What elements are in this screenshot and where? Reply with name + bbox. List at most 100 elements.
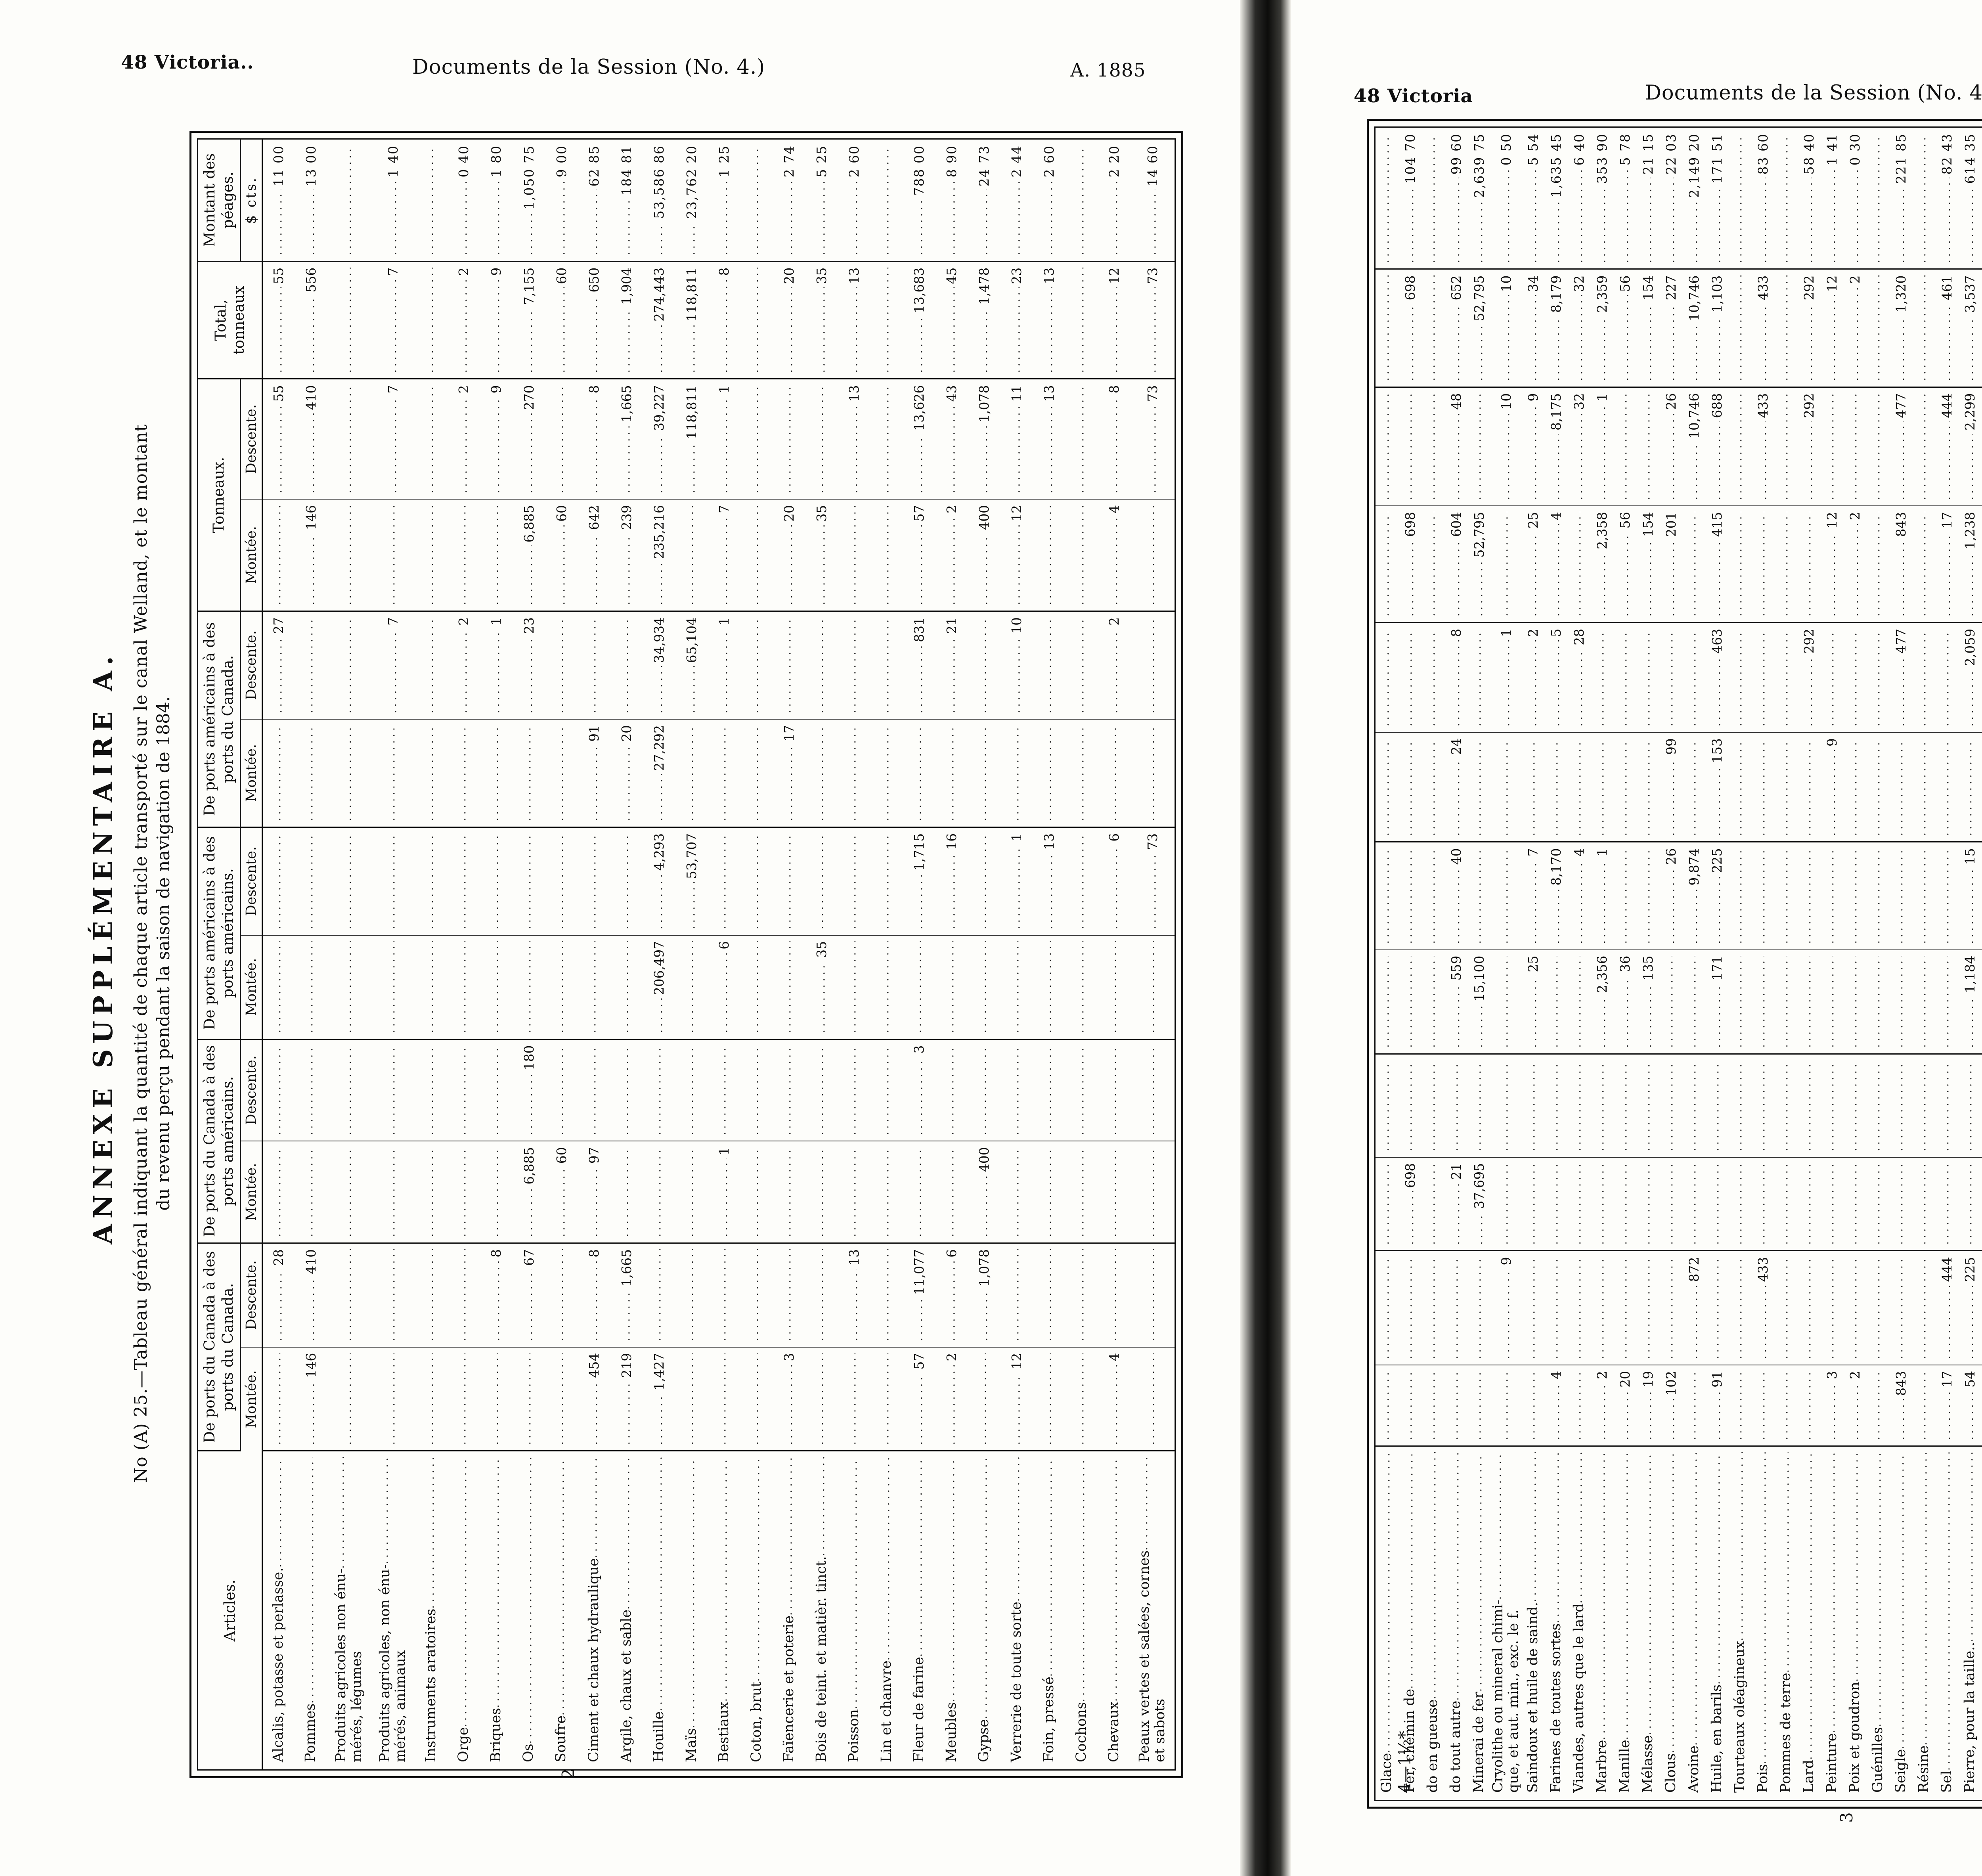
leader-dots [781, 1249, 793, 1341]
article-name: Cryolithe ou mineral chimi- que, et aut.… [1490, 1599, 1522, 1793]
leader-dots [1471, 1060, 1483, 1151]
value-cell [805, 719, 838, 827]
leader-dots [424, 505, 436, 605]
value-cell [480, 1141, 513, 1243]
value-cell: 35 [805, 261, 838, 379]
leader-dots [1847, 629, 1859, 726]
cell-value: 11 00 [271, 145, 287, 187]
cell-value: 32 [1571, 393, 1587, 410]
cell-value: 154 [1640, 275, 1656, 301]
table-row: Argile, chaux et sable2191,665202391,665… [610, 140, 643, 1769]
col-aa-descente: Descente. [240, 827, 262, 935]
value-cell [1000, 719, 1033, 827]
leader-dots [1778, 1371, 1790, 1440]
leader-dots [1733, 1452, 1745, 1641]
cell-value: 2,356 [1594, 955, 1610, 994]
leader-dots [1525, 738, 1537, 836]
leader-dots [620, 308, 632, 373]
leader-dots [1711, 876, 1723, 944]
value-cell [1935, 1157, 1959, 1251]
leader-dots [1550, 640, 1562, 726]
cell-value: 10 [1498, 393, 1514, 410]
value-cell [1544, 1054, 1568, 1157]
value-cell [1912, 1157, 1936, 1251]
value-cell: 2 [1098, 611, 1131, 719]
value-cell: 54 [1958, 1365, 1982, 1446]
leader-dots [1042, 1045, 1054, 1135]
leader-dots [1665, 178, 1677, 263]
value-cell [371, 1243, 415, 1347]
value-cell [1912, 506, 1936, 623]
value-cell: 1,665 [610, 1243, 643, 1347]
leader-dots [749, 1353, 761, 1445]
leader-dots [749, 145, 761, 255]
leader-dots [912, 725, 924, 821]
value-cell [1421, 1250, 1444, 1365]
article-cell: Coton, brut [740, 1451, 773, 1769]
value-cell [838, 935, 870, 1039]
value-cell [1728, 622, 1752, 733]
value-cell [805, 827, 838, 935]
leader-dots [1527, 295, 1539, 381]
leader-dots [1732, 1257, 1744, 1359]
value-cell [1444, 1250, 1467, 1365]
value-cell [1421, 732, 1444, 842]
cell-value: 54 [1962, 1371, 1978, 1388]
value-cell [870, 611, 903, 719]
value-cell [1705, 1250, 1729, 1365]
table-row: Huile, en barils911712251534634156881,10… [1705, 128, 1729, 1800]
leader-dots [523, 546, 535, 605]
leader-dots [749, 1147, 761, 1237]
cell-value: 6 40 [1571, 133, 1587, 166]
cell-value: 1,665 [618, 1249, 634, 1287]
table-frame-page1: Articles. De ports du Canada à des ports… [189, 131, 1183, 1778]
value-cell: 23,762 20 [675, 140, 708, 262]
value-cell: 25 [1521, 506, 1545, 623]
leader-dots [749, 385, 761, 493]
article-name: Alcalis, potasse et perlasse. [270, 1567, 287, 1762]
leader-dots [945, 637, 957, 713]
cell-value: 4 [1571, 848, 1587, 857]
col-cc-descente: Descente. [240, 1243, 262, 1347]
value-cell [1866, 732, 1890, 842]
main-title: No (A) 25.—Tableau général indiquant la … [131, 131, 194, 1776]
value-cell [1774, 732, 1798, 842]
value-cell: 698 [1398, 506, 1421, 623]
value-cell: 17 [1935, 1365, 1959, 1446]
article-name: Os [520, 1744, 537, 1762]
table-row: Lin et chanvre [870, 140, 903, 1769]
leader-dots [1895, 657, 1907, 726]
leader-dots [1711, 766, 1723, 836]
leader-dots [815, 1457, 827, 1556]
value-cell [1636, 1054, 1660, 1157]
value-cell: 24 [1444, 732, 1467, 842]
leader-dots [588, 745, 600, 821]
value-cell [1033, 1243, 1066, 1347]
cell-value: 698 [1402, 512, 1418, 537]
value-cell [773, 935, 805, 1039]
value-cell [1912, 128, 1936, 269]
leader-dots [685, 666, 697, 713]
value-cell [447, 1141, 480, 1243]
leader-dots [1711, 421, 1723, 500]
value-cell: 171 [1705, 949, 1729, 1054]
leader-dots [1893, 1257, 1905, 1359]
cell-value: 201 [1663, 512, 1679, 537]
leader-dots [303, 1147, 315, 1237]
value-cell [1467, 1250, 1490, 1365]
leader-dots [1426, 1452, 1438, 1699]
leader-dots [1527, 405, 1539, 500]
leader-dots [684, 1147, 696, 1237]
value-cell: 153 [1705, 732, 1729, 842]
value-cell [1521, 1365, 1545, 1446]
value-cell [1490, 1157, 1522, 1251]
leader-dots [588, 396, 600, 493]
value-cell [1682, 949, 1706, 1054]
value-cell [545, 1347, 578, 1451]
value-cell [1935, 1054, 1959, 1157]
leader-dots [1824, 848, 1836, 944]
value-cell: 872 [1682, 1250, 1706, 1365]
leader-dots [1380, 1452, 1392, 1753]
leader-dots [1108, 1457, 1119, 1702]
leader-dots [977, 941, 989, 1033]
